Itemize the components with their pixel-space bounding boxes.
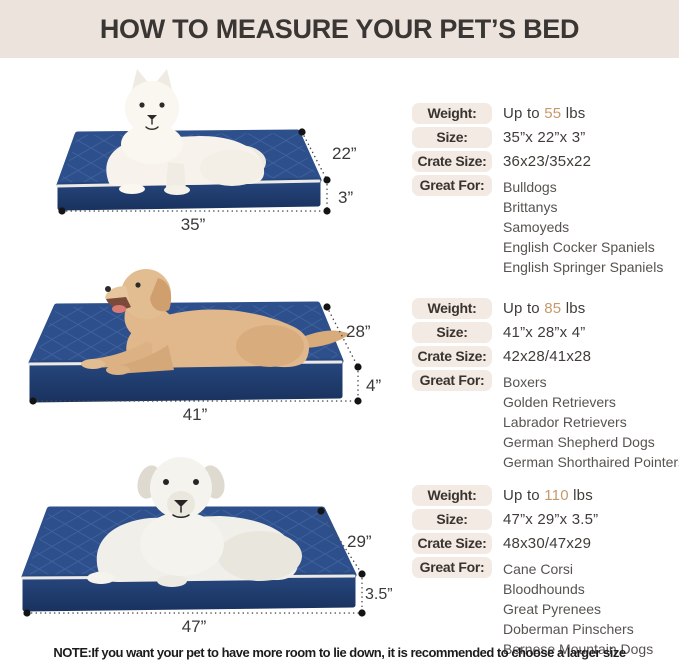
dimension-dots — [29, 303, 362, 405]
weight-row: Weight: Up to 55 lbs — [402, 103, 679, 124]
width-label: 41” — [183, 405, 208, 424]
height-label: 4” — [366, 376, 381, 395]
dimension-labels: 22” 3” 35” — [181, 144, 357, 234]
breed-item: German Shorthaired Pointers — [503, 454, 679, 470]
size-label-pill: Size: — [412, 127, 492, 148]
weight-value: Up to 55 lbs — [503, 105, 586, 122]
spec-table-large: Weight: Up to 85 lbs Size: 41”x 28”x 4” … — [402, 298, 679, 475]
bed-diagram-large: 28” 4” 41” — [28, 269, 382, 424]
size-value: 35”x 22”x 3” — [503, 129, 586, 146]
breed-item: Labrador Retrievers — [503, 414, 627, 430]
great-for-label-pill: Great For: — [412, 175, 492, 196]
dog-illustration-golden-retriever — [81, 269, 350, 375]
height-label: 3” — [338, 188, 353, 207]
depth-label: 29” — [347, 532, 372, 551]
crate-size-label-pill: Crate Size: — [412, 533, 492, 554]
width-label: 35” — [181, 215, 206, 234]
spec-table-xlarge: Weight: Up to 110 lbs Size: 47”x 29”x 3.… — [402, 485, 679, 662]
breed-item: Bernese Mountain Dogs — [503, 641, 654, 657]
depth-label: 28” — [346, 322, 371, 341]
crate-size-value: 36x23/35x22 — [503, 153, 592, 170]
height-label: 3.5” — [365, 586, 393, 603]
breed-list: Bulldogs Brittanys Samoyeds English Cock… — [492, 175, 663, 277]
dimension-labels: 29” 3.5” 47” — [182, 532, 393, 636]
great-for-label-pill: Great For: — [412, 370, 492, 391]
weight-value: Up to 110 lbs — [503, 487, 593, 504]
dimension-lines — [61, 131, 328, 212]
spec-table-medium: Weight: Up to 55 lbs Size: 35”x 22”x 3” … — [402, 103, 679, 280]
dimension-lines — [26, 510, 363, 614]
dimension-lines — [32, 306, 359, 402]
depth-label: 22” — [332, 144, 357, 163]
size-label-pill: Size: — [412, 509, 492, 530]
great-for-row: Great For: Boxers Golden Retrievers Labr… — [402, 370, 679, 472]
bed-illustration-large: 28” 4” 41” — [0, 242, 390, 434]
breed-item: Golden Retrievers — [503, 394, 616, 410]
bed-illustration-xlarge: 29” 3.5” 47” — [0, 434, 393, 642]
dog-illustration-large-white-dog — [87, 457, 302, 587]
dimension-dots — [58, 128, 331, 215]
crate-size-row: Crate Size: 36x23/35x22 — [402, 151, 679, 172]
weight-number: 110 — [544, 487, 569, 504]
breed-item: Boxers — [503, 374, 547, 390]
breed-list: Cane Corsi Bloodhounds Great Pyrenees Do… — [492, 557, 653, 659]
breed-item: Samoyeds — [503, 219, 570, 235]
bed-diagram-medium: 22” 3” 35” — [56, 69, 357, 234]
weight-number: 85 — [544, 300, 562, 317]
breed-list: Boxers Golden Retrievers Labrador Retrie… — [492, 370, 679, 472]
weight-label-pill: Weight: — [412, 485, 492, 506]
dimension-dots — [23, 507, 366, 617]
width-label: 47” — [182, 617, 207, 636]
size-row: Size: 41”x 28”x 4” — [402, 322, 679, 343]
bottom-note: NOTE:If you want your pet to have more r… — [53, 645, 626, 660]
header-banner: HOW TO MEASURE YOUR PET’S BED — [0, 0, 679, 58]
size-row: Size: 35”x 22”x 3” — [402, 127, 679, 148]
dimension-labels: 28” 4” 41” — [183, 322, 382, 424]
weight-value: Up to 85 lbs — [503, 300, 586, 317]
crate-size-label-pill: Crate Size: — [412, 151, 492, 172]
breed-item: Cane Corsi — [503, 561, 574, 577]
breed-item: Brittanys — [503, 199, 558, 215]
page-title: HOW TO MEASURE YOUR PET’S BED — [99, 13, 580, 44]
crate-size-value: 42x28/41x28 — [503, 348, 592, 365]
weight-row: Weight: Up to 110 lbs — [402, 485, 679, 506]
breed-item: Bulldogs — [503, 179, 557, 195]
weight-label-pill: Weight: — [412, 103, 492, 124]
dog-illustration-samoyed — [106, 69, 266, 195]
breed-item: Great Pyrenees — [503, 601, 602, 617]
crate-size-row: Crate Size: 42x28/41x28 — [402, 346, 679, 367]
size-value: 47”x 29”x 3.5” — [503, 511, 599, 528]
breed-item: Bloodhounds — [503, 581, 585, 597]
great-for-row: Great For: Cane Corsi Bloodhounds Great … — [402, 557, 679, 659]
weight-number: 55 — [544, 105, 562, 122]
size-row: Size: 47”x 29”x 3.5” — [402, 509, 679, 530]
bed-illustration-medium: 22” 3” 35” — [0, 58, 390, 242]
great-for-label-pill: Great For: — [412, 557, 492, 578]
weight-label-pill: Weight: — [412, 298, 492, 319]
breed-item: German Shepherd Dogs — [503, 434, 655, 450]
bed-diagram-xlarge: 29” 3.5” 47” — [21, 457, 393, 636]
size-label-pill: Size: — [412, 322, 492, 343]
size-value: 41”x 28”x 4” — [503, 324, 586, 341]
great-for-row: Great For: Bulldogs Brittanys Samoyeds E… — [402, 175, 679, 277]
crate-size-label-pill: Crate Size: — [412, 346, 492, 367]
crate-size-row: Crate Size: 48x30/47x29 — [402, 533, 679, 554]
breed-item: Doberman Pinschers — [503, 621, 634, 637]
breed-item: English Cocker Spaniels — [503, 239, 655, 255]
breed-item: English Springer Spaniels — [503, 259, 664, 275]
crate-size-value: 48x30/47x29 — [503, 535, 592, 552]
weight-row: Weight: Up to 85 lbs — [402, 298, 679, 319]
